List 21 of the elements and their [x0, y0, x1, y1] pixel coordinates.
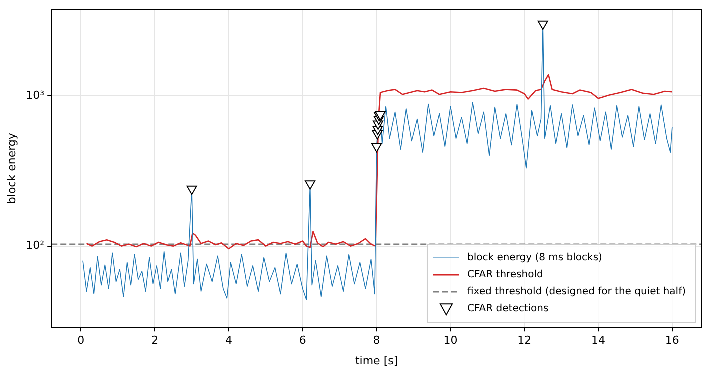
- x-tick-label: 10: [444, 334, 458, 348]
- x-tick-label: 4: [225, 334, 232, 348]
- legend-label: block energy (8 ms blocks): [467, 252, 603, 264]
- legend-label: fixed threshold (designed for the quiet half): [467, 286, 686, 298]
- legend-label: CFAR detections: [467, 304, 549, 315]
- point: [305, 180, 316, 190]
- x-tick-label: 16: [665, 334, 680, 348]
- y-tick-label: 10³: [26, 88, 45, 102]
- x-tick-label: 8: [373, 334, 380, 348]
- point: [372, 143, 382, 153]
- x-tick-label: 6: [299, 334, 306, 348]
- x-tick-label: 2: [152, 334, 159, 348]
- legend-label: CFAR threshold: [467, 270, 544, 281]
- x-tick-label: 0: [78, 334, 85, 348]
- x-axis-title: time [s]: [355, 354, 398, 368]
- y-tick-label: 10²: [26, 239, 45, 252]
- point: [538, 20, 548, 30]
- x-tick-label: 14: [592, 334, 606, 348]
- x-tick-label: 12: [518, 334, 532, 348]
- y-axis-title: block energy: [5, 132, 18, 204]
- point: [186, 186, 198, 196]
